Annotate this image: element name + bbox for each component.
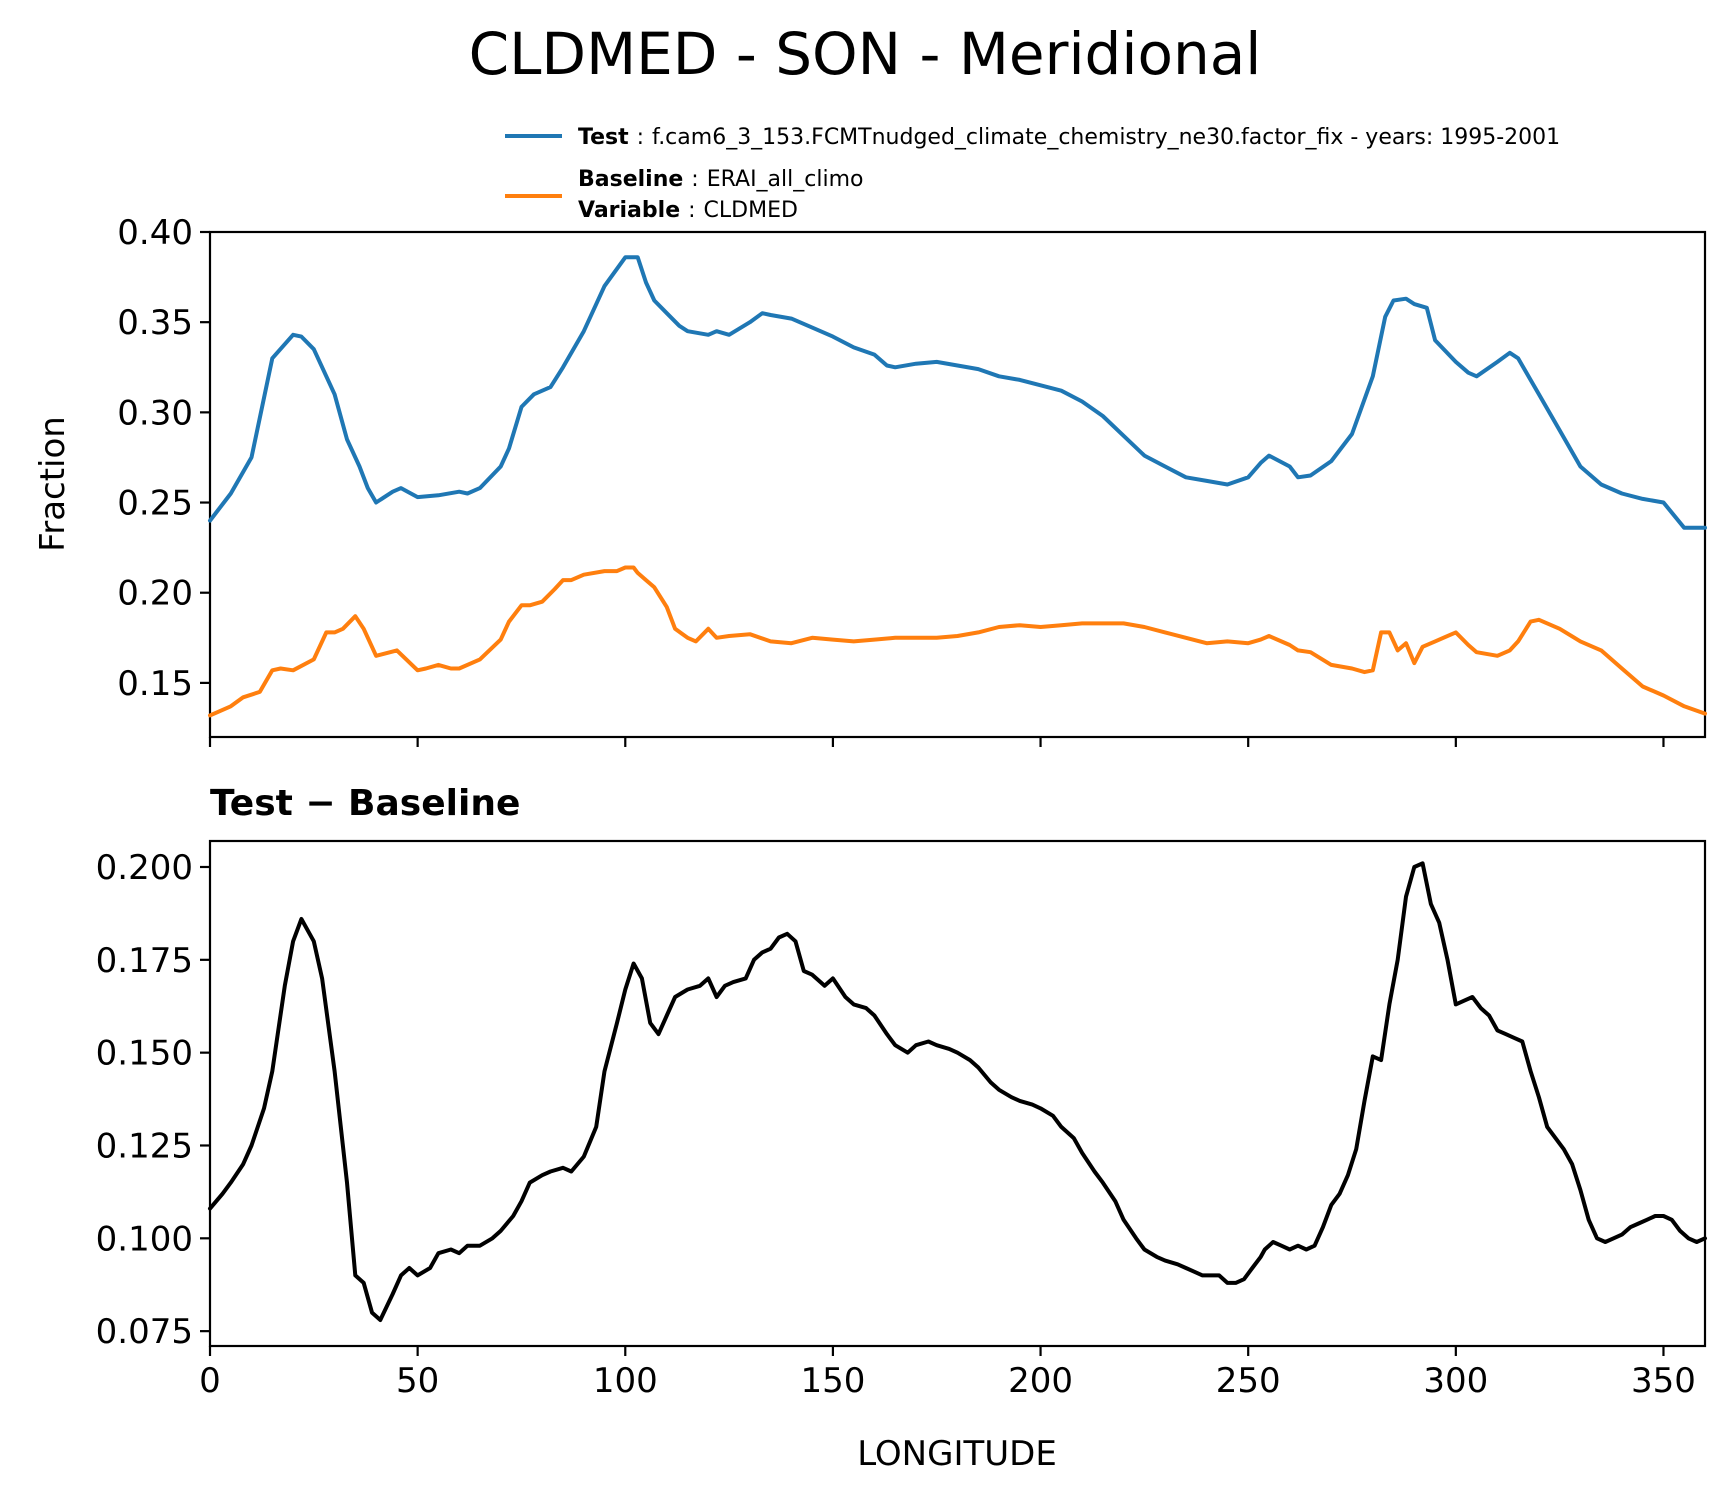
top-y-tick-label: 0.20 (117, 574, 193, 614)
top-y-tick-label: 0.25 (117, 484, 193, 524)
bottom-series-group (208, 861, 1707, 1322)
legend-variable-key: Variable (578, 198, 680, 223)
legend-baseline-key: Baseline (578, 167, 683, 192)
legend-test-sep: : (637, 125, 644, 150)
x-tick-label: 350 (1631, 1361, 1696, 1401)
top-y-tick-label: 0.40 (117, 213, 193, 253)
x-tick-label: 0 (199, 1361, 221, 1401)
top-series-group (208, 255, 1707, 718)
bottom-y-tick-label: 0.200 (96, 848, 193, 888)
top-plot-frame (208, 230, 1707, 739)
bottom-y-tick-label: 0.075 (96, 1312, 193, 1352)
chart-title: CLDMED - SON - Meridional (469, 20, 1262, 88)
x-tick-label: 300 (1423, 1361, 1488, 1401)
top-x-ticks (208, 737, 1665, 747)
legend-baseline-value: ERAI_all_climo (707, 167, 864, 192)
legend: Test : f.cam6_3_153.FCMTnudged_climate_c… (505, 125, 1560, 223)
legend-test-value: f.cam6_3_153.FCMTnudged_climate_chemistr… (652, 125, 1560, 150)
bottom-y-tick-label: 0.125 (96, 1126, 193, 1166)
bottom-y-tick-label: 0.150 (96, 1034, 193, 1074)
x-tick-label: 100 (593, 1361, 658, 1401)
bottom-y-tick-label: 0.100 (96, 1219, 193, 1259)
x-tick-label: 250 (1216, 1361, 1281, 1401)
bottom-plot-frame (208, 839, 1707, 1348)
x-tick-label: 150 (800, 1361, 865, 1401)
x-axis-label: LONGITUDE (857, 1434, 1057, 1474)
x-tick-label: 200 (1008, 1361, 1073, 1401)
legend-test-key: Test (578, 125, 629, 150)
x-tick-label: 50 (396, 1361, 439, 1401)
top-y-tick-label: 0.15 (117, 664, 193, 704)
top-y-tick-label: 0.30 (117, 393, 193, 433)
top-panel: 0.15 0.20 0.25 0.30 0.35 0.40 Fraction (33, 213, 1707, 747)
bottom-x-ticks: 0 50 100 150 200 250 300 350 (199, 1346, 1696, 1401)
baseline-series-line (208, 565, 1707, 718)
top-y-ticks: 0.15 0.20 0.25 0.30 0.35 0.40 (117, 213, 210, 704)
bottom-panel-subtitle: Test − Baseline (210, 783, 520, 824)
top-y-tick-label: 0.35 (117, 303, 193, 343)
legend-variable-sep: : (688, 198, 695, 223)
bottom-y-tick-label: 0.175 (96, 941, 193, 981)
legend-variable-value: CLDMED (704, 198, 798, 223)
legend-baseline-sep: : (691, 167, 698, 192)
legend-variable-text: Variable : CLDMED (578, 198, 798, 223)
top-y-axis-label: Fraction (33, 416, 73, 552)
diff-series-line (208, 861, 1707, 1322)
test-series-line (208, 255, 1707, 530)
bottom-y-ticks: 0.075 0.100 0.125 0.150 0.175 0.200 (96, 848, 210, 1352)
legend-baseline-text: Baseline : ERAI_all_climo (578, 167, 863, 192)
bottom-panel: 0.075 0.100 0.125 0.150 0.175 0.200 0 50 100 150… (96, 839, 1707, 1401)
legend-test-text: Test : f.cam6_3_153.FCMTnudged_climate_c… (578, 125, 1560, 150)
